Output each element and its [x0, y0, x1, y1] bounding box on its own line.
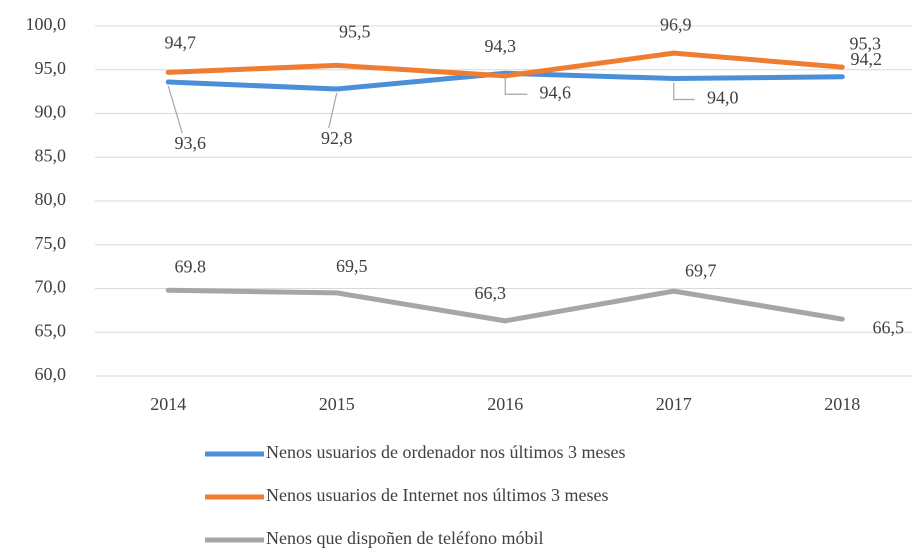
data-label: 94,0 [707, 88, 739, 108]
data-label: 93,6 [175, 133, 207, 153]
x-tick-label: 2015 [319, 394, 355, 414]
data-label: 69,5 [336, 256, 368, 276]
legend-label: Nenos que dispoñen de teléfono móbil [266, 528, 543, 548]
data-label: 94,3 [485, 36, 517, 56]
data-label: 95,5 [339, 22, 371, 42]
x-tick-label: 2014 [150, 394, 186, 414]
y-tick-label: 95,0 [35, 58, 67, 78]
series-line [165, 287, 845, 324]
y-tick-label: 65,0 [35, 320, 67, 340]
x-tick-label: 2016 [487, 394, 523, 414]
x-tick-label: 2017 [656, 394, 692, 414]
data-label: 96,9 [660, 14, 692, 34]
data-label: 94,6 [540, 82, 572, 102]
legend-label: Nenos usuarios de Internet nos últimos 3… [266, 485, 608, 505]
data-label: 92,8 [321, 128, 353, 148]
data-label: 69,7 [685, 260, 717, 280]
series-line [165, 50, 845, 79]
leader-line [328, 92, 338, 129]
data-label: 94,2 [851, 49, 883, 69]
data-label: 66,5 [873, 317, 905, 337]
data-label: 69.8 [175, 256, 207, 276]
y-tick-label: 70,0 [35, 277, 67, 297]
leader-line [504, 77, 528, 95]
leader-line [673, 82, 695, 101]
y-tick-label: 85,0 [35, 145, 67, 165]
y-tick-label: 100,0 [26, 14, 67, 34]
data-label: 66,3 [475, 283, 507, 303]
y-tick-label: 75,0 [35, 233, 67, 253]
legend-label: Nenos usuarios de ordenador nos últimos … [266, 442, 625, 462]
leader-line [167, 85, 183, 134]
y-tick-label: 60,0 [35, 364, 67, 384]
y-tick-label: 80,0 [35, 189, 67, 209]
data-label: 94,7 [165, 33, 197, 53]
y-tick-label: 90,0 [35, 102, 67, 122]
data-label: 95,3 [850, 33, 882, 53]
x-tick-label: 2018 [824, 394, 860, 414]
series-line [165, 70, 845, 92]
